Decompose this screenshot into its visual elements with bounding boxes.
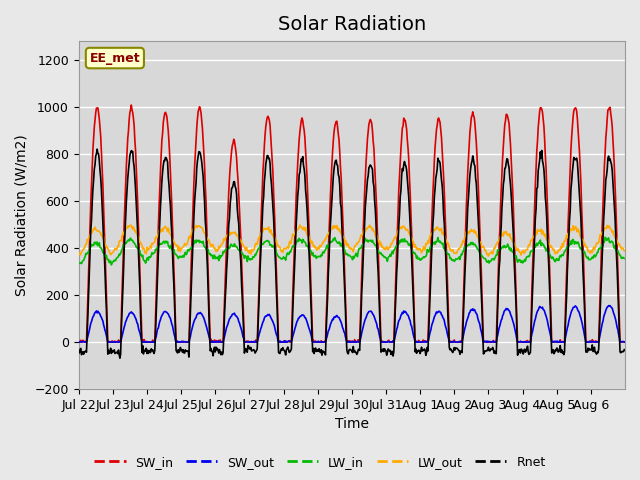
SW_in	[76, 339, 83, 345]
Legend: SW_in, SW_out, LW_in, LW_out, Rnet: SW_in, SW_out, LW_in, LW_out, Rnet	[90, 451, 550, 474]
LW_in	[408, 249, 416, 254]
Rnet	[116, 355, 124, 361]
SW_out	[76, 339, 83, 345]
LW_out	[620, 248, 628, 253]
Line: Rnet: Rnet	[79, 149, 624, 358]
LW_out	[266, 229, 274, 235]
LW_in	[240, 252, 248, 258]
LW_out	[139, 246, 147, 252]
SW_out	[620, 339, 628, 345]
Title: Solar Radiation: Solar Radiation	[278, 15, 426, 34]
LW_in	[439, 240, 447, 246]
SW_out	[267, 314, 275, 320]
LW_in	[140, 257, 147, 263]
Line: LW_out: LW_out	[79, 225, 624, 256]
SW_out	[439, 315, 447, 321]
Rnet	[440, 212, 447, 217]
SW_in	[288, 316, 296, 322]
SW_out	[408, 327, 416, 333]
SW_in	[75, 338, 83, 344]
LW_out	[484, 253, 492, 259]
Rnet	[409, 293, 417, 299]
SW_out	[75, 339, 83, 345]
LW_out	[239, 242, 247, 248]
SW_out	[140, 339, 147, 345]
LW_out	[296, 222, 304, 228]
SW_out	[605, 303, 612, 309]
Line: SW_in: SW_in	[79, 105, 624, 342]
LW_out	[75, 251, 83, 256]
Rnet	[75, 348, 83, 354]
LW_in	[620, 255, 628, 261]
SW_out	[240, 336, 248, 341]
Rnet	[268, 181, 275, 187]
LW_in	[108, 262, 115, 268]
LW_out	[287, 241, 294, 247]
X-axis label: Time: Time	[335, 418, 369, 432]
Line: LW_in: LW_in	[79, 237, 624, 265]
SW_in	[140, 336, 148, 342]
Rnet	[140, 348, 148, 354]
LW_in	[75, 260, 83, 266]
Line: SW_out: SW_out	[79, 306, 624, 342]
SW_out	[287, 339, 295, 345]
Rnet	[93, 146, 101, 152]
Rnet	[620, 347, 628, 352]
SW_in	[440, 173, 447, 179]
SW_in	[241, 338, 248, 344]
LW_out	[439, 229, 447, 235]
LW_in	[267, 242, 275, 248]
LW_out	[408, 237, 416, 242]
SW_in	[620, 339, 628, 345]
Y-axis label: Solar Radiation (W/m2): Solar Radiation (W/m2)	[15, 134, 29, 296]
Text: EE_met: EE_met	[90, 51, 140, 64]
LW_in	[287, 247, 295, 252]
Rnet	[288, 330, 296, 336]
SW_in	[268, 145, 275, 151]
SW_in	[409, 271, 417, 276]
Rnet	[241, 350, 248, 356]
SW_in	[127, 102, 135, 108]
LW_in	[601, 234, 609, 240]
